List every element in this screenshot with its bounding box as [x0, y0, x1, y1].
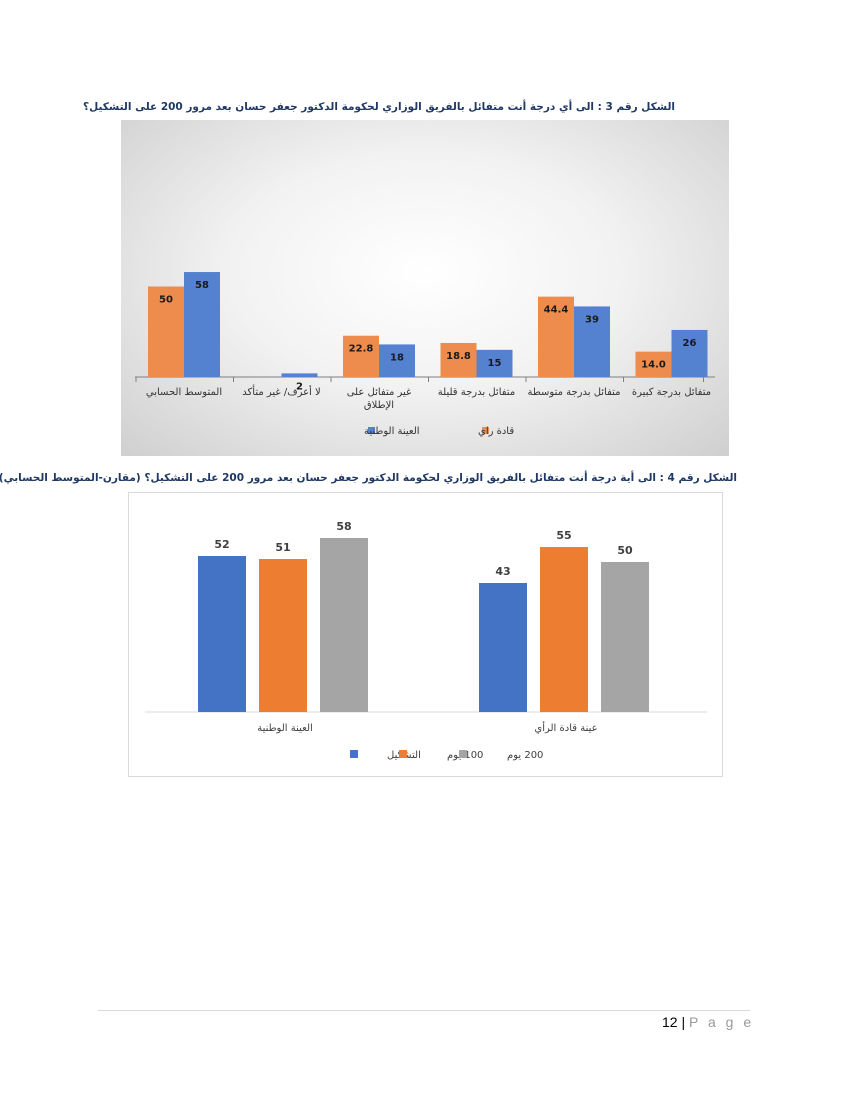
- chart3-category-label: متفائل بدرجة قليلة: [438, 387, 515, 398]
- chart3-category-label: متفائل بدرجة متوسطة: [527, 387, 620, 398]
- chart3-bar: [574, 306, 610, 377]
- chart4-bar: [479, 583, 527, 712]
- chart3-legend-label: العينة الوطنية: [364, 426, 420, 437]
- chart3-legend-swatch: [482, 427, 489, 434]
- chart3-title: الشكل رقم 3 : الى أي درجة أنت متفائل بال…: [83, 101, 675, 113]
- chart3-data-label: 22.8: [349, 344, 374, 355]
- chart4-bar: [320, 538, 368, 712]
- page-label: P a g e: [689, 1014, 755, 1030]
- chart4-data-label: 52: [214, 538, 229, 551]
- chart4-category-label: عينة قادة الرأي: [534, 721, 597, 734]
- chart3-category-label: الإطلاق: [364, 400, 394, 411]
- footer-divider: [98, 1010, 750, 1011]
- chart4-legend-swatch: [459, 750, 467, 758]
- chart3-bar: [635, 351, 672, 377]
- chart3-data-label: 39: [585, 314, 599, 325]
- chart4-data-label: 55: [556, 529, 571, 542]
- chart4-bar: [259, 559, 307, 712]
- chart4-area: 52 51 58 العينة الوطنية 43 55 50 عينة قادة الرأ…: [128, 492, 723, 777]
- chart3-bar: [343, 335, 379, 377]
- chart4-title: الشكل رقم 4 : الى أية درجة أنت متفائل با…: [0, 472, 737, 484]
- chart3-data-label: 2: [296, 381, 303, 392]
- chart3-category-label: متفائل بدرجة كبيرة: [632, 387, 711, 398]
- chart4-data-label: 43: [495, 565, 510, 578]
- chart3-bar: [281, 373, 318, 377]
- chart3-data-label: 18.8: [446, 351, 471, 362]
- chart4-bar: [540, 547, 588, 712]
- chart3-data-label: 58: [195, 280, 209, 291]
- chart4-legend-swatch: [399, 750, 407, 758]
- chart4-data-label: 50: [617, 544, 633, 557]
- chart3-area: 50 58 المتوسط الحسابي 2 لا أعرف/ غير متأكد 22…: [121, 120, 729, 456]
- chart3-data-label: 50: [159, 295, 173, 306]
- chart3-bar: [538, 296, 574, 377]
- chart4-legend-label: 200 يوم: [507, 750, 543, 761]
- chart4-category-label: العينة الوطنية: [257, 723, 313, 734]
- chart4-bar: [198, 556, 246, 712]
- chart3-category-label: غير متفائل على: [347, 387, 412, 398]
- chart4-svg: 52 51 58 العينة الوطنية 43 55 50 عينة قادة الرأ…: [145, 520, 707, 761]
- chart3-data-label: 44.4: [544, 305, 569, 316]
- chart3-legend-label: قادة راي: [478, 426, 514, 437]
- chart3-category-label: المتوسط الحسابي: [146, 387, 222, 398]
- chart4-bar: [601, 562, 649, 712]
- chart4-legend-swatch: [350, 750, 358, 758]
- chart3-bar: [148, 286, 184, 377]
- chart3-data-label: 26: [683, 338, 697, 349]
- chart3-bar: [440, 342, 477, 377]
- chart3-data-label: 18: [390, 352, 404, 363]
- chart3-legend-swatch: [368, 427, 375, 434]
- chart3-category-label: لا أعرف/ غير متأكد: [242, 384, 320, 398]
- chart4-data-label: 51: [275, 541, 290, 554]
- chart3-bar: [476, 349, 513, 377]
- page-separator: |: [681, 1014, 686, 1030]
- chart3-data-label: 14.0: [641, 360, 666, 371]
- page-number: 12: [662, 1014, 678, 1030]
- chart3-bar: [671, 329, 708, 377]
- chart4-data-label: 58: [336, 520, 351, 533]
- chart3-bar: [379, 344, 415, 377]
- page-footer: 12 | P a g e: [662, 1014, 754, 1030]
- chart3-svg: 50 58 المتوسط الحسابي 2لا أعرف/ غير متأكد 22…: [135, 272, 715, 437]
- chart3-data-label: 15: [488, 358, 502, 369]
- chart3-bar: [184, 272, 220, 377]
